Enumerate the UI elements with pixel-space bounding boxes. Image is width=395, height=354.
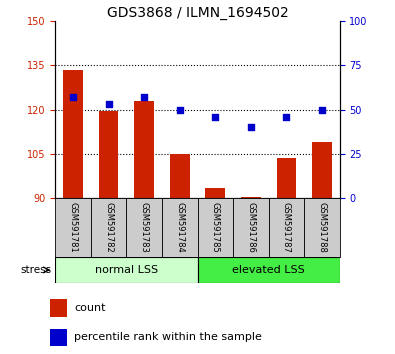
Bar — [276, 159, 296, 198]
Point — [70, 95, 76, 100]
Text: GSM591787: GSM591787 — [282, 202, 291, 253]
Text: GSM591782: GSM591782 — [104, 202, 113, 253]
Point — [177, 107, 183, 113]
Text: elevated LSS: elevated LSS — [232, 265, 305, 275]
Point — [248, 125, 254, 130]
Point — [319, 107, 325, 113]
Bar — [55, 257, 198, 283]
Text: GSM591781: GSM591781 — [69, 202, 77, 253]
Bar — [170, 154, 190, 198]
Bar — [134, 101, 154, 198]
Text: normal LSS: normal LSS — [95, 265, 158, 275]
Text: percentile rank within the sample: percentile rank within the sample — [74, 332, 262, 342]
Bar — [91, 198, 126, 257]
Text: count: count — [74, 303, 106, 313]
Bar — [126, 198, 162, 257]
Text: GSM591784: GSM591784 — [175, 202, 184, 253]
Text: GSM591783: GSM591783 — [140, 202, 149, 253]
Bar — [312, 142, 332, 198]
Text: GSM591785: GSM591785 — [211, 202, 220, 253]
Bar — [63, 70, 83, 198]
Point — [141, 95, 147, 100]
Point — [105, 102, 112, 107]
Bar — [205, 188, 225, 198]
Text: stress: stress — [20, 265, 51, 275]
Text: GSM591786: GSM591786 — [246, 202, 255, 253]
Bar — [304, 198, 340, 257]
Bar — [51, 329, 67, 346]
Title: GDS3868 / ILMN_1694502: GDS3868 / ILMN_1694502 — [107, 6, 288, 20]
Bar — [99, 111, 118, 198]
Point — [283, 114, 290, 120]
Bar — [233, 198, 269, 257]
Bar — [51, 299, 67, 317]
Text: GSM591788: GSM591788 — [318, 202, 326, 253]
Point — [212, 114, 218, 120]
Bar — [241, 197, 261, 198]
Bar — [198, 198, 233, 257]
Bar — [162, 198, 198, 257]
Bar — [269, 198, 304, 257]
Bar — [198, 257, 340, 283]
Bar — [55, 198, 91, 257]
